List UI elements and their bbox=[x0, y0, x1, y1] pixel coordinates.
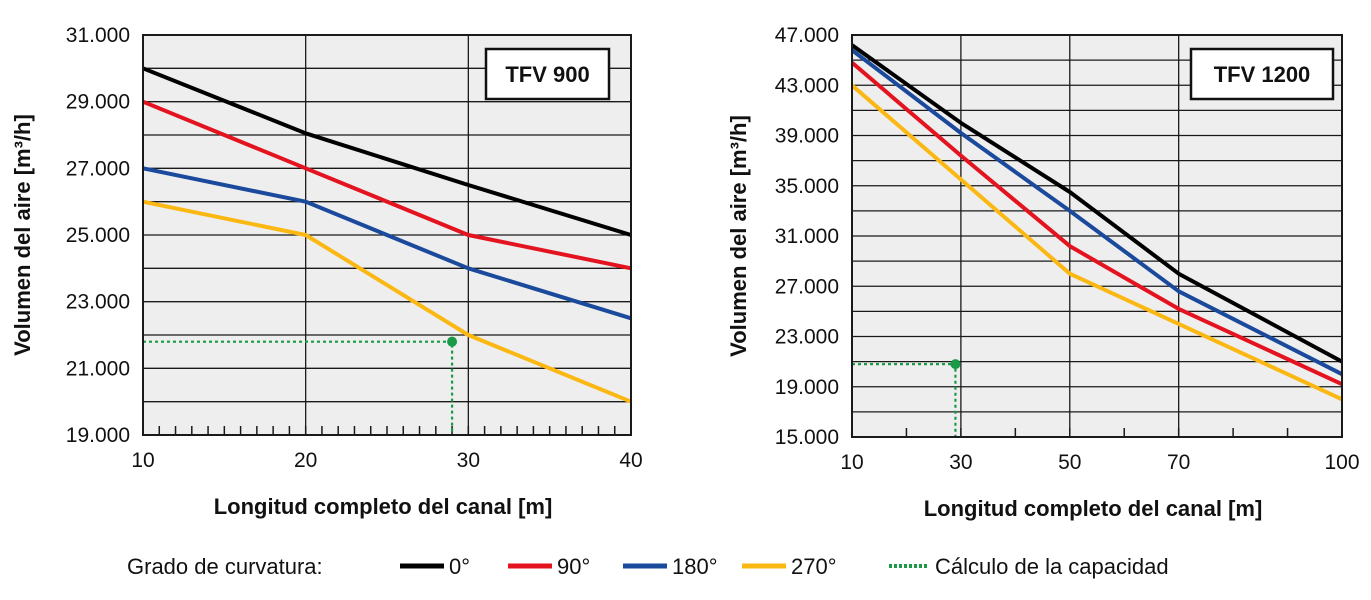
series-line-90 bbox=[142, 99, 632, 271]
legend-item-90: 90° bbox=[508, 554, 590, 579]
x-tick-label: 50 bbox=[1058, 451, 1081, 474]
legend-label-270: 270° bbox=[791, 554, 837, 579]
y-axis-title: Volumen del aire [m³/h] bbox=[726, 115, 751, 357]
legend-item-0: 0° bbox=[400, 554, 470, 579]
y-tick-label: 29.000 bbox=[66, 91, 130, 114]
x-tick-label: 10 bbox=[840, 451, 863, 474]
series-line-180 bbox=[850, 48, 1343, 376]
capacity-guide-line bbox=[143, 340, 454, 435]
chart-panel-1: TFV 900 19.000 21.000 23.000 25.000 27.000 29.… bbox=[10, 24, 643, 519]
model-label: TFV 900 bbox=[505, 62, 589, 87]
capacity-point bbox=[950, 359, 961, 370]
y-tick-label: 19.000 bbox=[66, 424, 130, 447]
legend-item-capacity: Cálculo de la capacidad bbox=[889, 554, 1169, 579]
plot-frame bbox=[851, 34, 1343, 438]
series-line-0 bbox=[142, 66, 632, 237]
x-tick-label: 100 bbox=[1324, 451, 1359, 474]
legend-label-90: 90° bbox=[557, 554, 590, 579]
x-tick-label: 40 bbox=[619, 449, 642, 472]
legend: Grado de curvatura: 0° 90° 180° 270° Cálculo … bbox=[127, 554, 1169, 579]
capacity-point bbox=[447, 336, 458, 347]
y-tick-label: 15.000 bbox=[775, 426, 839, 449]
y-tick-label: 35.000 bbox=[775, 175, 839, 198]
y-tick-label: 21.000 bbox=[66, 357, 130, 380]
y-tick-label: 25.000 bbox=[66, 224, 130, 247]
y-tick-label: 43.000 bbox=[775, 74, 839, 97]
x-axis-title: Longitud completo del canal [m] bbox=[924, 496, 1263, 521]
legend-title: Grado de curvatura: bbox=[127, 554, 323, 579]
x-tick-label: 30 bbox=[457, 449, 480, 472]
y-tick-label: 39.000 bbox=[775, 125, 839, 148]
series-line-270 bbox=[142, 199, 632, 404]
y-tick-label: 31.000 bbox=[66, 24, 130, 47]
series-line-90 bbox=[850, 61, 1343, 387]
y-tick-label: 23.000 bbox=[775, 326, 839, 349]
y-tick-label: 31.000 bbox=[775, 225, 839, 248]
model-label: TFV 1200 bbox=[1214, 62, 1311, 87]
series-line-0 bbox=[850, 43, 1343, 364]
y-tick-label: 19.000 bbox=[775, 376, 839, 399]
legend-label-capacity: Cálculo de la capacidad bbox=[935, 554, 1169, 579]
series-line-270 bbox=[850, 83, 1343, 402]
y-tick-label: 27.000 bbox=[775, 275, 839, 298]
x-tick-label: 20 bbox=[294, 449, 317, 472]
model-label-box bbox=[484, 47, 611, 101]
y-tick-label: 47.000 bbox=[775, 24, 839, 47]
model-label-box bbox=[1189, 47, 1335, 101]
x-tick-label: 70 bbox=[1167, 451, 1190, 474]
legend-item-180: 180° bbox=[623, 554, 718, 579]
y-tick-label: 27.000 bbox=[66, 157, 130, 180]
chart-panel-2: TFV 1200 15.000 19.000 23.000 27.000 31.000 35… bbox=[726, 24, 1360, 521]
legend-label-180: 180° bbox=[672, 554, 718, 579]
plot-frame bbox=[142, 34, 632, 436]
series-line-180 bbox=[142, 166, 632, 321]
x-tick-label: 30 bbox=[949, 451, 972, 474]
legend-label-0: 0° bbox=[449, 554, 470, 579]
legend-item-270: 270° bbox=[742, 554, 837, 579]
y-axis-title: Volumen del aire [m³/h] bbox=[10, 114, 35, 356]
x-tick-label: 10 bbox=[131, 449, 154, 472]
y-tick-label: 23.000 bbox=[66, 291, 130, 314]
x-axis-title: Longitud completo del canal [m] bbox=[214, 494, 553, 519]
